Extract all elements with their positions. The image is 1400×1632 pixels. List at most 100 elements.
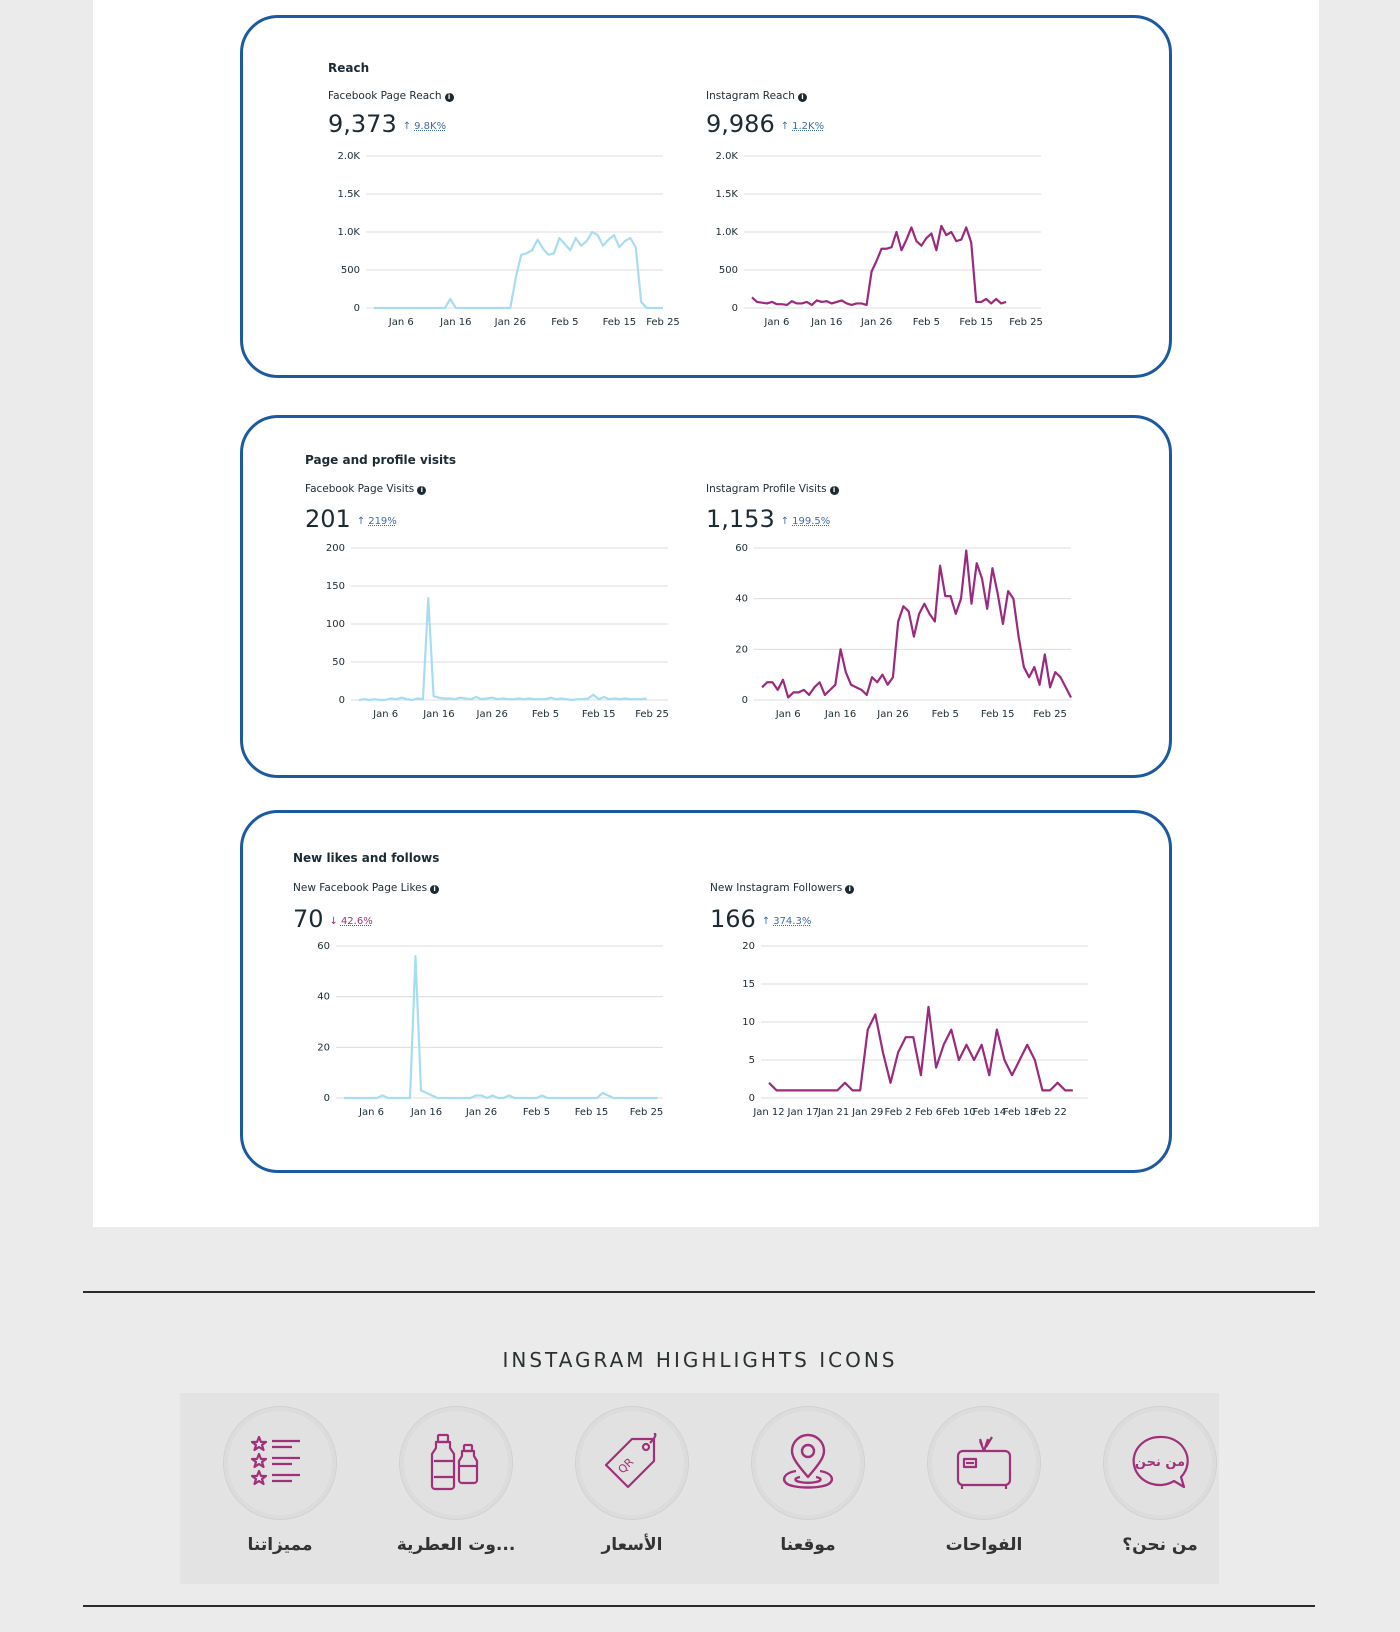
y-tick-label: 5 <box>749 1055 755 1066</box>
info-icon[interactable]: i <box>829 486 839 495</box>
info-icon[interactable]: i <box>430 885 440 894</box>
y-tick-label: 100 <box>326 619 345 630</box>
x-tick-label: Feb 25 <box>646 317 680 328</box>
highlight-location[interactable]: موقعنا <box>724 1407 900 1567</box>
highlights-title: INSTAGRAM HIGHLIGHTS ICONS <box>502 1348 898 1372</box>
x-tick-label: Jan 21 <box>817 1107 849 1118</box>
x-tick-label: Jan 16 <box>422 709 454 720</box>
arrow-down-icon: ↓ <box>329 916 338 927</box>
highlight-circle[interactable] <box>224 1407 336 1519</box>
highlight-oils[interactable]: ...وت العطرية <box>372 1407 548 1567</box>
y-tick-label: 1.5K <box>338 189 361 200</box>
x-tick-label: Feb 5 <box>523 1107 550 1118</box>
highlight-circle[interactable]: من نحن <box>1104 1407 1216 1519</box>
x-tick-label: Jan 16 <box>410 1107 442 1118</box>
highlight-features[interactable]: مميزاتنا <box>196 1407 372 1567</box>
x-tick-label: Feb 25 <box>1033 709 1067 720</box>
metric-value: 1,153 ↑ 199.5% <box>706 505 831 533</box>
highlight-label: الفواحات <box>945 1535 1023 1555</box>
chart-visits-instagram: 0 20 40 60 Jan 6 Jan 16 Jan 26 Feb 5 Feb 15 Feb 2… <box>735 543 1072 720</box>
y-tick-label: 10 <box>742 1017 755 1028</box>
arrow-up-icon: ↑ <box>780 516 790 527</box>
highlight-circle[interactable] <box>400 1407 512 1519</box>
x-tick-label: Jan 6 <box>775 709 801 720</box>
reach-card: Reach Facebook Page Reach i 9,373 ↑ 9.8K% 0… <box>240 15 1172 378</box>
y-tick-label: 0 <box>339 695 345 706</box>
info-icon[interactable]: i <box>845 885 855 894</box>
x-tick-label: Feb 5 <box>932 709 959 720</box>
highlight-diffusers[interactable]: الفواحات <box>900 1407 1076 1567</box>
delta-badge: ↑ 9.8K% <box>402 121 447 132</box>
highlight-label: ...وت العطرية <box>396 1535 516 1555</box>
x-tick-label: Feb 25 <box>630 1107 664 1118</box>
y-tick-label: 1.0K <box>338 227 361 238</box>
delta-badge: ↑ 374.3% <box>761 916 812 927</box>
metric-value: 9,373 ↑ 9.8K% <box>328 110 447 138</box>
y-tick-label: 15 <box>742 979 755 990</box>
x-tick-label: Feb 15 <box>582 709 616 720</box>
diffuser-icon <box>956 1436 1012 1489</box>
x-tick-label: Jan 26 <box>465 1107 497 1118</box>
series-line <box>358 597 647 702</box>
x-tick-label: Jan 17 <box>787 1107 819 1118</box>
y-tick-label: 0 <box>749 1093 755 1104</box>
series-line <box>374 230 663 310</box>
y-tick-label: 0 <box>732 303 738 314</box>
y-tick-label: 200 <box>326 543 345 554</box>
delta-badge: ↓ 42.6% <box>329 916 373 927</box>
y-tick-label: 20 <box>317 1042 330 1053</box>
x-tick-label: Feb 15 <box>603 317 637 328</box>
info-icon[interactable]: i <box>417 486 427 495</box>
x-tick-label: Feb 5 <box>913 317 940 328</box>
y-tick-label: 60 <box>317 941 330 952</box>
chart-followers-instagram: 0 5 10 15 20 Jan 12 Jan 17 Jan 21 Jan 29 Feb 2 Feb… <box>742 941 1088 1118</box>
y-tick-label: 40 <box>317 992 330 1003</box>
highlight-about[interactable]: من نحن من نحن؟ <box>1076 1407 1252 1567</box>
likes-card: New likes and follows New Facebook Page … <box>240 810 1172 1173</box>
info-icon[interactable]: i <box>444 93 454 102</box>
x-tick-label: Feb 14 <box>972 1107 1006 1118</box>
arrow-up-icon: ↑ <box>761 916 771 927</box>
x-tick-label: Jan 26 <box>476 709 508 720</box>
highlight-label: الأسعار <box>601 1535 663 1555</box>
x-tick-label: Feb 18 <box>1003 1107 1037 1118</box>
y-tick-label: 0 <box>354 303 360 314</box>
highlight-circle[interactable]: QR <box>576 1407 688 1519</box>
x-tick-label: Jan 6 <box>763 317 789 328</box>
y-tick-label: 150 <box>326 581 345 592</box>
delta-badge: ↑ 219% <box>356 516 397 527</box>
card-title: Page and profile visits <box>305 453 457 467</box>
x-tick-label: Jan 26 <box>860 317 892 328</box>
bottles-icon <box>430 1433 479 1491</box>
card-title: Reach <box>328 61 370 75</box>
x-tick-label: Feb 25 <box>635 709 669 720</box>
highlight-label: موقعنا <box>780 1535 836 1555</box>
y-tick-label: 0 <box>324 1093 330 1104</box>
location-pin-icon <box>782 1433 834 1489</box>
x-tick-label: Jan 26 <box>494 317 526 328</box>
info-icon[interactable]: i <box>797 93 807 102</box>
x-tick-label: Jan 26 <box>876 709 908 720</box>
highlight-prices[interactable]: QR الأسعار <box>548 1407 724 1567</box>
x-tick-label: Jan 6 <box>372 709 398 720</box>
x-tick-label: Feb 10 <box>942 1107 976 1118</box>
highlights-panel: مميزاتنا ...وت العطرية QR الأسعار <box>180 1393 1219 1584</box>
x-tick-label: Jan 16 <box>824 709 856 720</box>
x-tick-label: Feb 25 <box>1009 317 1043 328</box>
y-tick-label: 2.0K <box>338 151 361 162</box>
y-tick-label: 20 <box>742 941 755 952</box>
highlight-circle[interactable] <box>752 1407 864 1519</box>
divider-top <box>83 1291 1315 1293</box>
x-tick-label: Jan 16 <box>439 317 471 328</box>
y-tick-label: 50 <box>332 657 345 668</box>
series-line <box>761 549 1072 699</box>
x-tick-label: Feb 15 <box>575 1107 609 1118</box>
speech-bubble-icon: من نحن <box>1132 1435 1189 1489</box>
y-tick-label: 2.0K <box>716 151 739 162</box>
metric-label: Instagram Profile Visits i <box>706 483 839 495</box>
highlight-circle[interactable] <box>928 1407 1040 1519</box>
metric-label: New Instagram Followers i <box>710 882 855 894</box>
arrow-up-icon: ↑ <box>356 516 366 527</box>
svg-text:QR: QR <box>616 1455 637 1476</box>
y-tick-label: 0 <box>742 695 748 706</box>
